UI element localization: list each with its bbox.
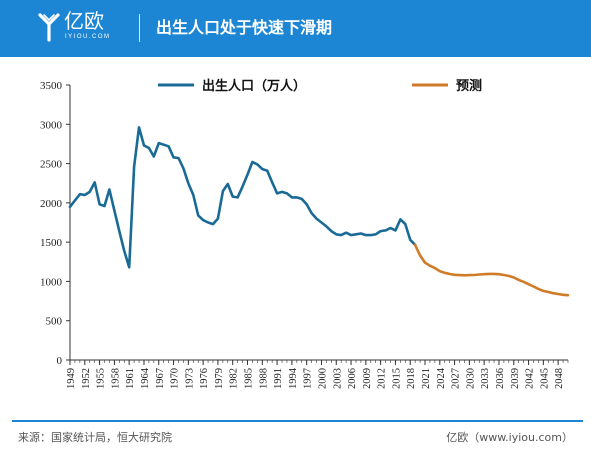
x-tick-label: 1982 bbox=[229, 368, 240, 389]
y-tick-label: 2000 bbox=[40, 198, 63, 210]
x-tick-label: 1973 bbox=[184, 368, 195, 389]
source-note: 来源：国家统计局，恒大研究院 bbox=[18, 431, 172, 444]
x-tick-label: 2027 bbox=[451, 368, 462, 389]
y-tick-label: 1000 bbox=[40, 276, 63, 288]
x-tick-label: 1997 bbox=[303, 368, 314, 389]
header-bar: 亿欧 IYIOU.COM 出生人口处于快速下滑期 bbox=[0, 0, 591, 57]
x-tick-label: 2048 bbox=[554, 368, 565, 389]
x-tick-label: 2003 bbox=[332, 368, 343, 389]
y-tick-label: 1500 bbox=[40, 237, 63, 249]
site-credit: 亿欧（www.iyiou.com） bbox=[446, 431, 573, 444]
y-tick-label: 3000 bbox=[40, 119, 63, 131]
page-title: 出生人口处于快速下滑期 bbox=[156, 18, 333, 37]
x-tick-label: 1991 bbox=[273, 368, 284, 389]
x-tick-label: 1961 bbox=[125, 368, 136, 389]
x-tick-label: 1976 bbox=[199, 368, 210, 389]
x-tick-label: 2009 bbox=[362, 368, 373, 389]
series-line-forecast bbox=[413, 243, 570, 297]
series-line-actual bbox=[68, 126, 417, 269]
brand-domain: IYIOU.COM bbox=[65, 34, 111, 40]
legend-label-actual: 出生人口（万人） bbox=[202, 78, 306, 94]
x-tick-label: 1985 bbox=[244, 368, 255, 389]
y-tick-label: 2500 bbox=[40, 159, 63, 171]
x-tick-label: 2036 bbox=[495, 368, 506, 389]
x-tick-label: 2000 bbox=[317, 368, 328, 389]
x-tick-label: 1952 bbox=[81, 368, 92, 389]
x-tick-label: 1949 bbox=[66, 368, 77, 389]
x-tick-label: 2012 bbox=[377, 368, 388, 389]
iyiou-logo-icon bbox=[38, 13, 60, 42]
x-tick-label: 1970 bbox=[170, 368, 181, 389]
y-tick-label: 3500 bbox=[40, 80, 63, 92]
x-tick-label: 1979 bbox=[214, 368, 225, 389]
x-tick-label: 1964 bbox=[140, 367, 151, 389]
x-tick-label: 2015 bbox=[391, 368, 402, 389]
legend-label-forecast: 预测 bbox=[456, 78, 482, 94]
y-tick-label: 0 bbox=[57, 355, 63, 367]
x-tick-label: 1988 bbox=[258, 368, 269, 389]
x-tick-label: 1967 bbox=[155, 368, 166, 389]
x-tick-label: 2045 bbox=[539, 368, 550, 389]
x-tick-label: 2024 bbox=[436, 367, 447, 389]
x-tick-label: 1994 bbox=[288, 367, 299, 389]
birth-population-chart: 0 500 1000 1500 2000 2500 3000 3500 1949 1952 1955… bbox=[40, 78, 570, 389]
header-divider bbox=[139, 14, 140, 42]
x-tick-label: 2042 bbox=[525, 368, 536, 389]
x-tick-label: 2033 bbox=[480, 368, 491, 389]
brand-name: 亿欧 bbox=[64, 9, 104, 33]
x-tick-label: 2018 bbox=[406, 368, 417, 389]
x-tick-label: 2021 bbox=[421, 368, 432, 389]
y-tick-label: 500 bbox=[46, 316, 63, 328]
footer-divider bbox=[12, 420, 583, 422]
x-tick-label: 2006 bbox=[347, 368, 358, 389]
x-tick-label: 2039 bbox=[510, 368, 521, 389]
x-tick-label: 1958 bbox=[110, 368, 121, 389]
x-tick-label: 2030 bbox=[465, 368, 476, 389]
x-tick-label: 1955 bbox=[96, 368, 107, 389]
